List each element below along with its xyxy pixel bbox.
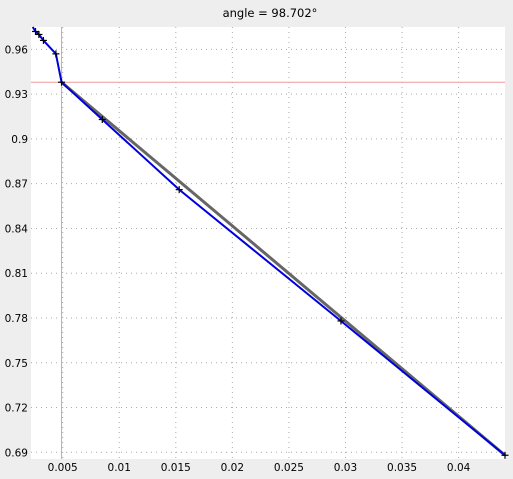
y-tick-label: 0.9 [11, 134, 28, 146]
y-axis: 0.69 0.72 0.75 0.78 0.81 0.84 0.87 0.9 0.93 0.96 [5, 44, 29, 459]
data-point-marker [39, 36, 47, 44]
data-point-marker [175, 186, 183, 194]
data-point-marker [58, 78, 66, 86]
x-tick-label: 0.035 [387, 462, 417, 474]
data-point-marker [32, 27, 40, 35]
x-tick-label: 0.01 [108, 462, 131, 474]
x-tick-label: 0.005 [48, 462, 78, 474]
grid [31, 27, 505, 459]
series [31, 26, 509, 459]
x-tick-label: 0.04 [447, 462, 471, 474]
y-tick-label: 0.96 [5, 44, 29, 56]
x-tick-label: 0.02 [221, 462, 244, 474]
secant-line [60, 81, 506, 457]
y-tick-label: 0.84 [5, 223, 29, 235]
curve-line [31, 26, 506, 457]
x-tick-label: 0.015 [161, 462, 191, 474]
x-axis: 0.005 0.01 0.015 0.02 0.025 0.03 0.035 0.04 [48, 462, 471, 474]
x-tick-label: 0.025 [274, 462, 304, 474]
y-tick-label: 0.93 [5, 89, 28, 101]
y-tick-label: 0.81 [5, 268, 28, 280]
data-point-marker [501, 451, 509, 459]
data-point-marker [35, 30, 43, 38]
chart-title: angle = 98.702° [223, 6, 318, 20]
x-tick-label: 0.03 [334, 462, 357, 474]
y-tick-label: 0.72 [5, 403, 28, 415]
y-tick-label: 0.69 [5, 447, 28, 459]
data-point-marker [98, 116, 106, 124]
y-tick-label: 0.78 [5, 313, 28, 325]
data-point-marker [337, 317, 345, 325]
y-tick-label: 0.87 [5, 179, 28, 191]
data-point-marker [52, 50, 60, 58]
y-tick-label: 0.75 [5, 358, 28, 370]
